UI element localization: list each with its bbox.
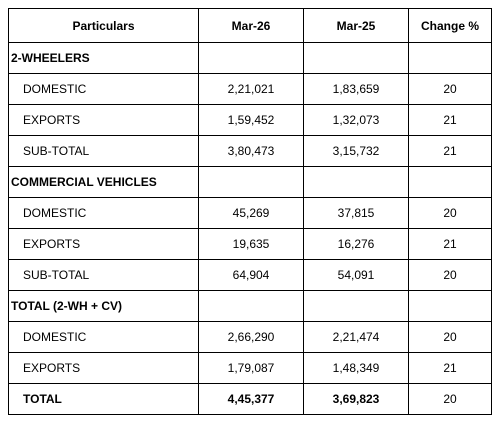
section-title: COMMERCIAL VEHICLES xyxy=(8,166,199,198)
cell-change: 21 xyxy=(408,228,492,260)
section-row-2-wheelers: 2-WHEELERS xyxy=(8,42,492,74)
row-label: EXPORTS xyxy=(8,104,199,136)
table-row: DOMESTIC 2,21,021 1,83,659 20 xyxy=(8,73,492,105)
sales-table-container: Particulars Mar-26 Mar-25 Change % 2-WHE… xyxy=(8,8,492,415)
row-label: SUB-TOTAL xyxy=(8,135,199,167)
total-mar-25: 3,69,823 xyxy=(303,383,409,415)
total-change: 20 xyxy=(408,383,492,415)
table-row: DOMESTIC 2,66,290 2,21,474 20 xyxy=(8,321,492,353)
cell-mar-25: 3,15,732 xyxy=(303,135,409,167)
cell-change: 20 xyxy=(408,197,492,229)
cell-change: 20 xyxy=(408,259,492,291)
table-header-row: Particulars Mar-26 Mar-25 Change % xyxy=(8,8,492,43)
section-row-commercial-vehicles: COMMERCIAL VEHICLES xyxy=(8,166,492,198)
cell-mar-26: 19,635 xyxy=(198,228,304,260)
header-change: Change % xyxy=(408,8,492,43)
cell-change: 20 xyxy=(408,73,492,105)
row-label: EXPORTS xyxy=(8,352,199,384)
table-row: SUB-TOTAL 3,80,473 3,15,732 21 xyxy=(8,135,492,167)
cell-mar-25: 54,091 xyxy=(303,259,409,291)
cell-mar-25: 1,48,349 xyxy=(303,352,409,384)
cell-mar-26: 2,66,290 xyxy=(198,321,304,353)
cell-mar-25: 1,83,659 xyxy=(303,73,409,105)
cell-mar-26: 3,80,473 xyxy=(198,135,304,167)
cell-mar-26: 64,904 xyxy=(198,259,304,291)
table-row: EXPORTS 19,635 16,276 21 xyxy=(8,228,492,260)
table-row: SUB-TOTAL 64,904 54,091 20 xyxy=(8,259,492,291)
header-mar-26: Mar-26 xyxy=(198,8,304,43)
cell-mar-25: 2,21,474 xyxy=(303,321,409,353)
header-particulars: Particulars xyxy=(8,8,199,43)
table-row: DOMESTIC 45,269 37,815 20 xyxy=(8,197,492,229)
total-row: TOTAL 4,45,377 3,69,823 20 xyxy=(8,383,492,415)
cell-mar-25: 1,32,073 xyxy=(303,104,409,136)
cell-mar-26: 1,59,452 xyxy=(198,104,304,136)
row-label: SUB-TOTAL xyxy=(8,259,199,291)
cell-mar-26: 45,269 xyxy=(198,197,304,229)
cell-mar-25: 16,276 xyxy=(303,228,409,260)
cell-change: 21 xyxy=(408,104,492,136)
total-mar-26: 4,45,377 xyxy=(198,383,304,415)
cell-mar-25: 37,815 xyxy=(303,197,409,229)
total-label: TOTAL xyxy=(8,383,199,415)
cell-change: 21 xyxy=(408,352,492,384)
sales-table: Particulars Mar-26 Mar-25 Change % 2-WHE… xyxy=(8,8,492,415)
header-mar-25: Mar-25 xyxy=(303,8,409,43)
section-row-total-2wh-cv: TOTAL (2-WH + CV) xyxy=(8,290,492,322)
row-label: DOMESTIC xyxy=(8,73,199,105)
cell-mar-26: 2,21,021 xyxy=(198,73,304,105)
table-row: EXPORTS 1,59,452 1,32,073 21 xyxy=(8,104,492,136)
section-title: TOTAL (2-WH + CV) xyxy=(8,290,199,322)
row-label: DOMESTIC xyxy=(8,321,199,353)
cell-change: 21 xyxy=(408,135,492,167)
section-title: 2-WHEELERS xyxy=(8,42,199,74)
table-row: EXPORTS 1,79,087 1,48,349 21 xyxy=(8,352,492,384)
cell-mar-26: 1,79,087 xyxy=(198,352,304,384)
cell-change: 20 xyxy=(408,321,492,353)
row-label: DOMESTIC xyxy=(8,197,199,229)
row-label: EXPORTS xyxy=(8,228,199,260)
